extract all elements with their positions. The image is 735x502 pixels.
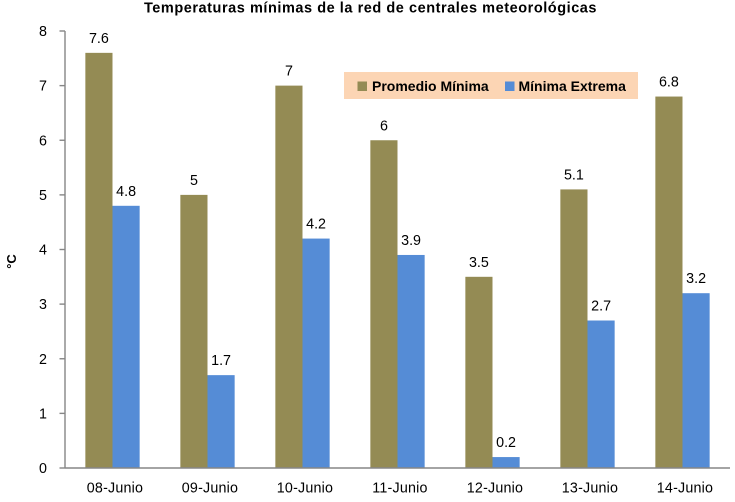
svg-text:Mínima Extrema: Mínima Extrema [519,78,627,94]
svg-text:3.9: 3.9 [401,233,421,249]
svg-text:6: 6 [380,118,388,134]
svg-text:7: 7 [285,64,293,80]
svg-text:11-Junio: 11-Junio [372,481,427,497]
svg-text:6: 6 [39,133,47,149]
svg-text:8: 8 [39,24,47,40]
svg-text:6.8: 6.8 [659,75,679,91]
svg-text:1.7: 1.7 [211,353,231,369]
svg-text:Promedio Mínima: Promedio Mínima [372,78,489,94]
svg-text:4: 4 [39,243,47,259]
svg-text:10-Junio: 10-Junio [277,481,333,497]
svg-text:0: 0 [39,461,47,477]
svg-text:5: 5 [190,173,198,189]
svg-text:2: 2 [39,352,47,368]
svg-text:7: 7 [39,79,47,95]
svg-text:2.7: 2.7 [591,299,611,315]
svg-text:0.2: 0.2 [496,435,516,451]
svg-text:09-Junio: 09-Junio [182,481,238,497]
svg-text:°C: °C [4,254,19,269]
svg-text:5.1: 5.1 [564,167,584,183]
svg-text:4.2: 4.2 [306,217,326,233]
svg-text:1: 1 [39,406,47,422]
svg-text:14-Junio: 14-Junio [657,481,713,497]
svg-text:Temperaturas mínimas de la red: Temperaturas mínimas de la red de centra… [144,0,597,16]
svg-text:13-Junio: 13-Junio [562,481,618,497]
svg-text:12-Junio: 12-Junio [467,481,523,497]
svg-text:3.2: 3.2 [686,271,706,287]
svg-text:7.6: 7.6 [89,31,109,47]
svg-text:3: 3 [39,297,47,313]
svg-text:5: 5 [39,188,47,204]
svg-text:08-Junio: 08-Junio [87,481,143,497]
svg-text:4.8: 4.8 [116,184,136,200]
svg-text:3.5: 3.5 [469,255,489,271]
